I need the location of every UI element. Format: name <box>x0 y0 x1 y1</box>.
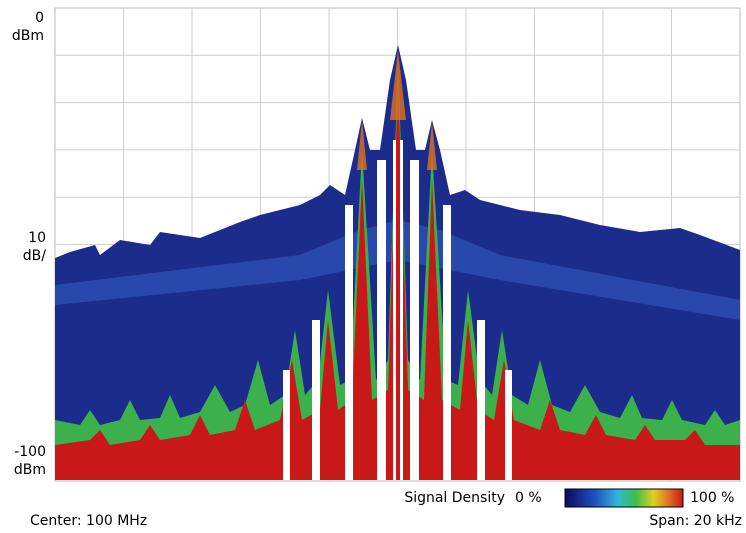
legend-title: Signal Density <box>404 490 505 506</box>
density-gaps <box>283 140 512 480</box>
center-frequency: Center: 100 MHz <box>30 513 147 529</box>
top-value: 0 <box>35 10 44 26</box>
bottom-value: -100 <box>14 444 46 460</box>
scale-value: 10 <box>28 230 46 246</box>
span: Span: 20 kHz <box>649 513 742 529</box>
density-colorbar <box>564 488 684 508</box>
spectrum-density <box>55 45 740 480</box>
bottom-unit: dBm <box>14 462 46 478</box>
scale-unit: dB/ <box>23 248 46 264</box>
legend-min: 0 % <box>515 490 542 506</box>
legend-max: 100 % <box>690 490 734 506</box>
top-unit: dBm <box>12 28 44 44</box>
plot <box>54 7 741 482</box>
